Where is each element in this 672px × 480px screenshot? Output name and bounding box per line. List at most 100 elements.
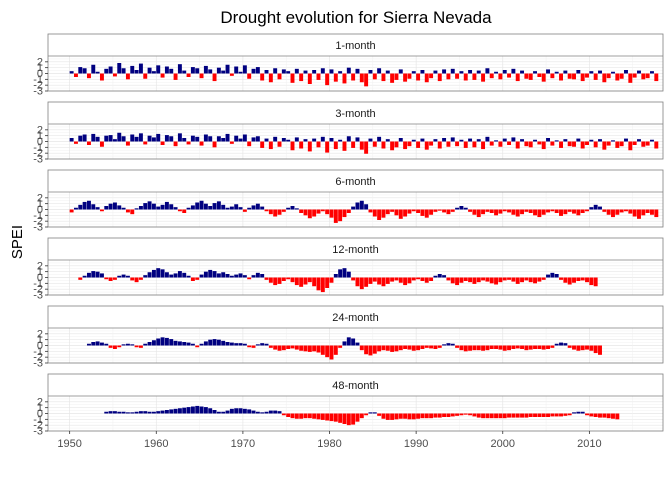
spei-bar <box>268 141 273 150</box>
spei-bar <box>177 209 182 212</box>
spei-bar <box>437 274 442 278</box>
spei-bar <box>528 413 533 417</box>
spei-bar <box>333 274 338 278</box>
spei-bar <box>403 345 408 349</box>
spei-bar <box>533 209 538 216</box>
spei-bar <box>563 277 568 283</box>
spei-bar <box>580 73 585 82</box>
spei-bar <box>273 136 278 142</box>
spei-bar <box>611 140 615 142</box>
spei-bar <box>255 67 260 74</box>
spei-bar <box>112 73 117 77</box>
spei-bar <box>455 277 460 286</box>
spei-bar <box>121 68 126 74</box>
spei-bar <box>95 207 100 210</box>
spei-bar <box>502 277 507 281</box>
spei-bar <box>160 204 165 210</box>
y-tick-label: 1 <box>37 334 43 346</box>
spei-bar <box>476 277 481 283</box>
spei-bar <box>606 141 611 146</box>
spei-bar <box>290 413 295 419</box>
spei-bar <box>364 413 369 416</box>
spei-bar <box>576 277 581 281</box>
spei-bar <box>446 413 451 417</box>
spei-bar <box>112 202 117 210</box>
spei-bar <box>86 343 91 346</box>
spei-bar <box>104 411 109 414</box>
spei-bar <box>216 339 221 346</box>
spei-bar <box>212 271 217 278</box>
spei-bar <box>203 203 208 210</box>
spei-bar <box>199 406 204 414</box>
spei-bar <box>355 413 360 422</box>
spei-bar <box>121 344 126 346</box>
spei-bar <box>502 70 507 74</box>
spei-bar <box>494 140 499 142</box>
spei-bar <box>511 68 516 74</box>
spei-bar <box>411 413 416 420</box>
spei-bar <box>294 413 299 419</box>
spei-bar <box>273 68 278 74</box>
y-tick-label: 2 <box>37 396 43 408</box>
spei-bar <box>73 207 78 210</box>
spei-bar <box>554 71 559 74</box>
spei-bar <box>260 141 265 148</box>
spei-bar <box>372 412 377 414</box>
spei-bar <box>325 141 330 153</box>
spei-bar <box>169 136 174 142</box>
spei-bar <box>203 271 208 278</box>
spei-bar <box>463 73 468 81</box>
spei-bar <box>95 71 100 74</box>
spei-bar <box>104 343 109 346</box>
spei-bar <box>86 73 91 79</box>
spei-bar <box>485 277 490 282</box>
spei-bar <box>407 345 412 350</box>
spei-bar <box>104 135 109 142</box>
spei-bar <box>117 345 122 348</box>
spei-bar <box>450 343 455 346</box>
spei-bar <box>173 408 178 414</box>
spei-bar <box>190 277 195 281</box>
spei-bar <box>286 207 291 210</box>
spei-bar <box>463 277 468 281</box>
spei-bar <box>437 413 442 418</box>
spei-bar <box>580 345 585 351</box>
spei-bar <box>511 277 516 282</box>
spei-bar <box>498 73 503 80</box>
spei-bar <box>368 412 373 414</box>
spei-bar <box>372 209 377 217</box>
spei-bar <box>602 413 607 418</box>
spei-bar <box>229 342 234 346</box>
spei-bar <box>416 345 421 351</box>
spei-bar <box>117 132 122 142</box>
spei-bar <box>502 345 507 351</box>
spei-bar <box>91 204 96 210</box>
spei-bar <box>598 206 602 210</box>
spei-bar <box>177 271 182 278</box>
spei-bar <box>329 69 334 74</box>
spei-bar <box>355 202 360 210</box>
spei-bar <box>268 277 273 283</box>
spei-bar <box>559 413 563 417</box>
spei-bar <box>225 207 230 210</box>
spei-bar <box>624 209 628 212</box>
spei-bar <box>355 342 360 346</box>
spei-bar <box>86 141 91 145</box>
spei-bar <box>385 70 390 74</box>
spei-bar <box>485 345 490 351</box>
spei-bar <box>156 206 161 210</box>
spei-bar <box>208 408 213 414</box>
spei-bar <box>242 134 247 142</box>
spei-bar <box>524 345 529 351</box>
spei-bar <box>125 73 130 80</box>
spei-bar <box>593 141 598 148</box>
spei-bar <box>229 73 234 76</box>
spei-bar <box>463 141 468 148</box>
spei-bar <box>351 338 356 346</box>
spei-bar <box>355 277 360 287</box>
spei-bar <box>546 138 550 142</box>
spei-bar <box>645 209 650 213</box>
spei-bar <box>533 413 538 417</box>
spei-bar <box>125 275 130 278</box>
facet-strip <box>48 34 663 56</box>
